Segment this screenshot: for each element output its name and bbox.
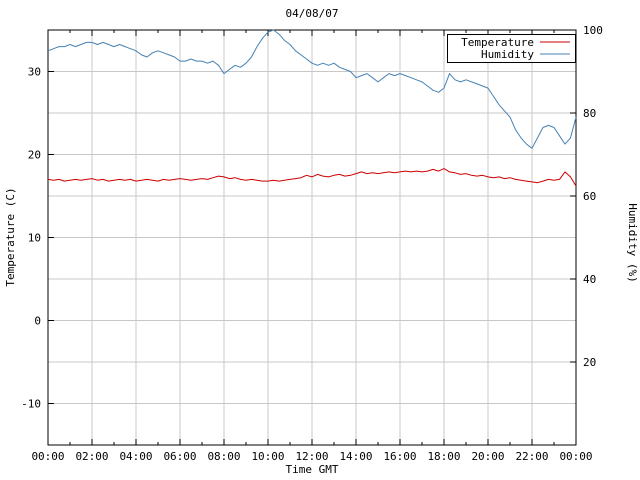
x-tick-label: 00:00 bbox=[559, 450, 592, 463]
x-tick-label: 06:00 bbox=[163, 450, 196, 463]
x-tick-label: 12:00 bbox=[295, 450, 328, 463]
y-right-axis-title: Humidity (%) bbox=[626, 203, 639, 282]
x-tick-labels: 00:00 02:00 04:00 06:00 08:00 10:00 12:00 14:00… bbox=[31, 450, 592, 463]
left-tick-label: 10 bbox=[28, 232, 41, 245]
x-tick-label: 08:00 bbox=[207, 450, 240, 463]
series-lines bbox=[47, 29, 577, 187]
x-tick-label: 16:00 bbox=[383, 450, 416, 463]
right-tick-label: 100 bbox=[583, 24, 603, 37]
left-tick-label: 30 bbox=[28, 66, 41, 79]
x-tick-label: 22:00 bbox=[515, 450, 548, 463]
y-left-axis-title: Temperature (C) bbox=[4, 187, 17, 286]
legend-box bbox=[447, 34, 576, 63]
axes-frame bbox=[47, 29, 577, 446]
humidity-line bbox=[47, 29, 577, 149]
left-tick-label: 20 bbox=[28, 149, 41, 162]
x-tick-label: 00:00 bbox=[31, 450, 64, 463]
x-tick-label: 04:00 bbox=[119, 450, 152, 463]
x-tick-label: 20:00 bbox=[471, 450, 504, 463]
right-tick-label: 80 bbox=[583, 107, 596, 120]
x-axis-title: Time GMT bbox=[286, 463, 339, 476]
x-tick-label: 10:00 bbox=[251, 450, 284, 463]
legend-label-humidity: Humidity bbox=[481, 48, 534, 61]
x-tick-label: 14:00 bbox=[339, 450, 372, 463]
x-tick-label: 02:00 bbox=[75, 450, 108, 463]
legend-label-temperature: Temperature bbox=[461, 36, 534, 49]
right-tick-label: 40 bbox=[583, 273, 596, 286]
left-tick-label: 0 bbox=[34, 315, 41, 328]
x-tick-label: 18:00 bbox=[427, 450, 460, 463]
temperature-line bbox=[47, 168, 577, 187]
right-tick-labels: 20 40 60 80 100 bbox=[583, 24, 603, 369]
left-tick-labels: -10 0 10 20 30 bbox=[21, 66, 41, 411]
left-tick-label: -10 bbox=[21, 398, 41, 411]
right-tick-label: 60 bbox=[583, 190, 596, 203]
right-tick-label: 20 bbox=[583, 356, 596, 369]
chart-title: 04/08/07 bbox=[286, 7, 339, 20]
gridlines bbox=[47, 29, 577, 445]
